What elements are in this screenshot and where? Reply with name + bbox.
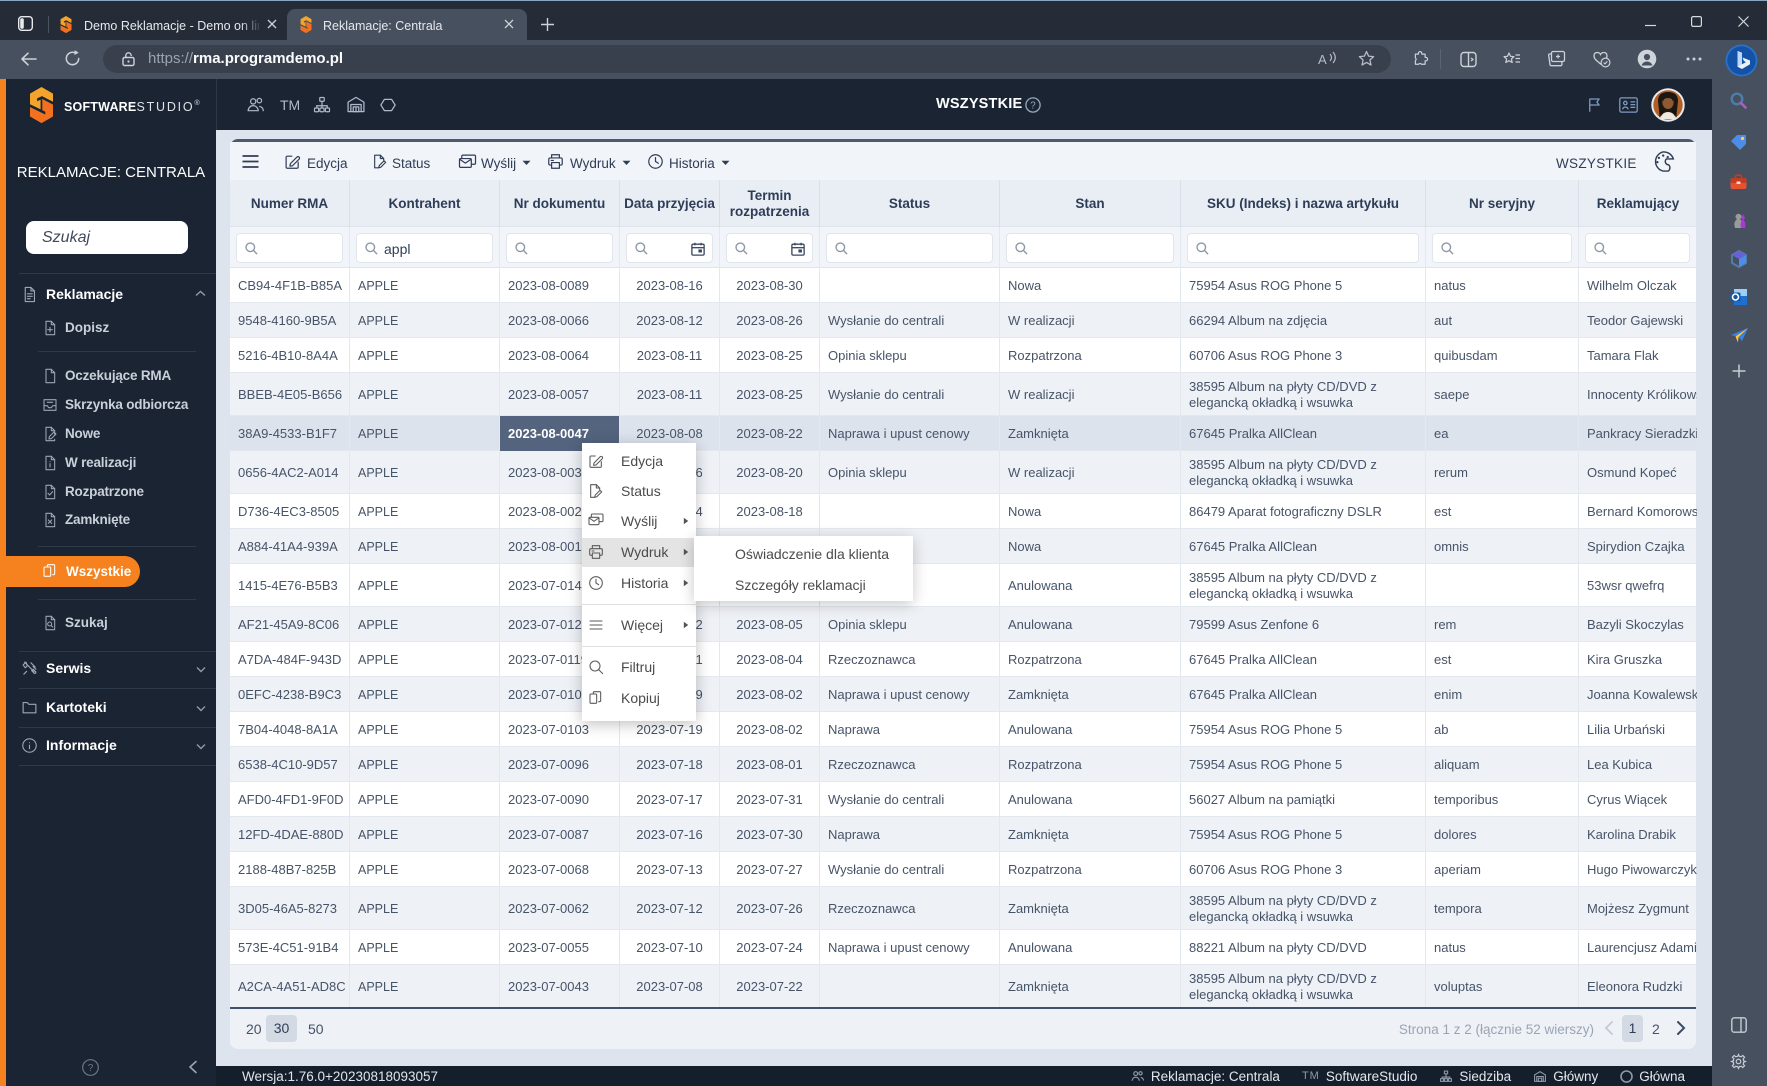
- svg-text:?: ?: [88, 1063, 94, 1074]
- svg-text:?: ?: [1030, 101, 1036, 112]
- svg-text:A: A: [1318, 52, 1327, 67]
